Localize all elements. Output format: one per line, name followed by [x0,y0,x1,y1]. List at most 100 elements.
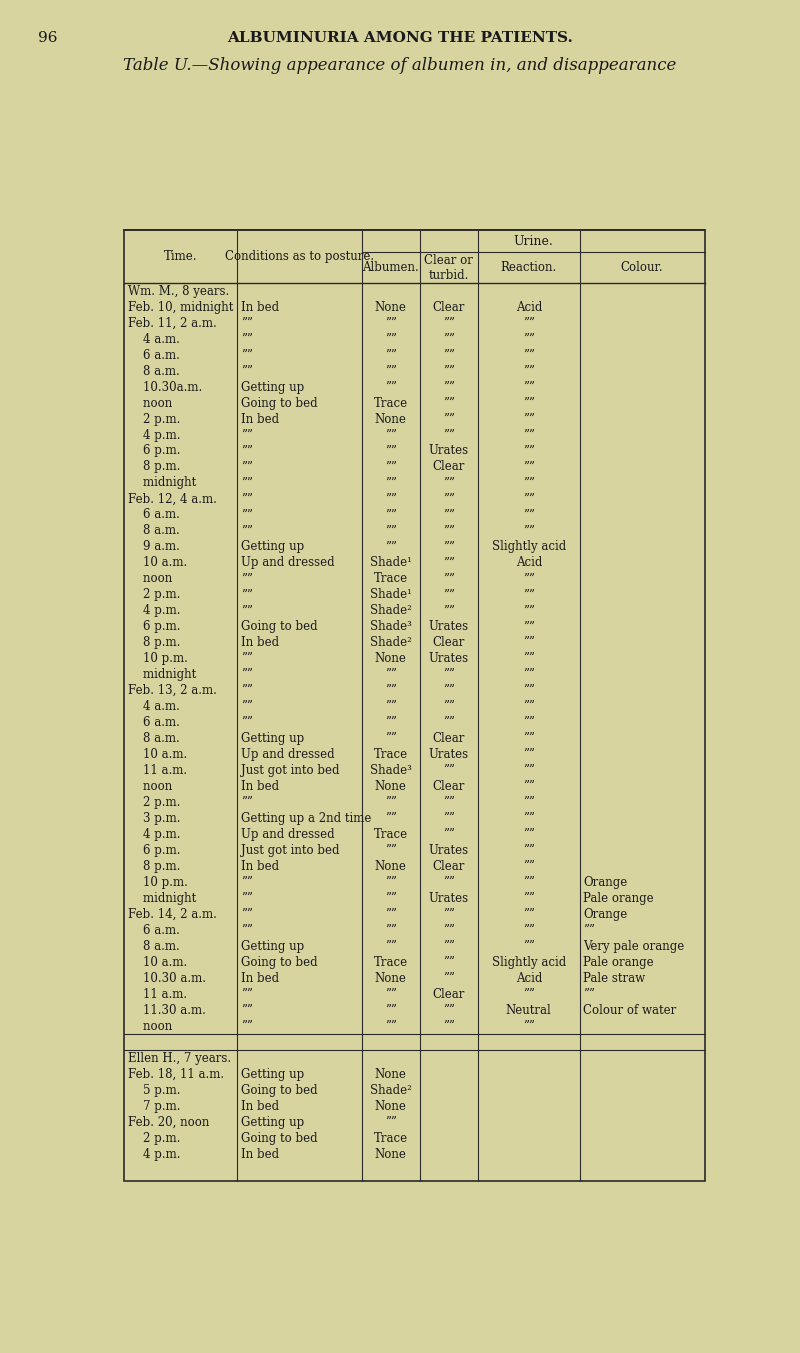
Text: ””: ”” [385,317,397,330]
Text: ””: ”” [522,317,534,330]
Text: ””: ”” [443,605,455,617]
Text: In bed: In bed [241,636,279,649]
Text: ””: ”” [385,940,397,953]
Text: 8 p.m.: 8 p.m. [128,861,180,873]
Text: Going to bed: Going to bed [241,620,318,633]
Text: None: None [375,1068,406,1081]
Text: 2 p.m.: 2 p.m. [128,413,180,426]
Text: Acid: Acid [515,556,542,570]
Text: ””: ”” [241,908,253,921]
Text: 10 p.m.: 10 p.m. [128,875,188,889]
Text: Getting up: Getting up [241,380,305,394]
Text: ””: ”” [385,509,397,521]
Text: 8 p.m.: 8 p.m. [128,636,180,649]
Text: ””: ”” [241,333,253,345]
Text: noon: noon [128,781,172,793]
Text: Ellen H., 7 years.: Ellen H., 7 years. [128,1051,231,1065]
Text: 8 a.m.: 8 a.m. [128,732,180,746]
Text: ””: ”” [522,748,534,762]
Text: ””: ”” [385,796,397,809]
Text: Trace: Trace [374,572,408,586]
Text: ””: ”” [443,364,455,377]
Text: ””: ”” [443,940,455,953]
Text: Feb. 12, 4 a.m.: Feb. 12, 4 a.m. [128,492,217,506]
Text: ””: ”” [241,988,253,1001]
Text: Table U.—Showing appearance of albumen in, and disappearance: Table U.—Showing appearance of albumen i… [123,57,677,74]
Text: noon: noon [128,1020,172,1032]
Text: ””: ”” [522,333,534,345]
Text: Trace: Trace [374,1131,408,1145]
Text: Clear or
turbid.: Clear or turbid. [425,253,474,281]
Text: ””: ”” [443,668,455,681]
Text: ””: ”” [443,1004,455,1016]
Text: Wm. M., 8 years.: Wm. M., 8 years. [128,284,229,298]
Text: ””: ”” [522,812,534,825]
Text: Shade³: Shade³ [370,764,412,777]
Text: Shade²: Shade² [370,1084,412,1097]
Text: ””: ”” [522,716,534,729]
Text: midnight: midnight [128,476,196,490]
Text: Conditions as to posture.: Conditions as to posture. [225,250,374,262]
Text: 5 p.m.: 5 p.m. [128,1084,181,1097]
Text: ””: ”” [443,349,455,361]
Text: ””: ”” [241,700,253,713]
Text: Shade²: Shade² [370,636,412,649]
Text: Urine.: Urine. [514,234,553,248]
Text: midnight: midnight [128,668,196,681]
Text: ””: ”” [522,429,534,441]
Text: 6 a.m.: 6 a.m. [128,924,180,936]
Text: 10 a.m.: 10 a.m. [128,556,187,570]
Text: ””: ”” [522,892,534,905]
Text: ””: ”” [443,396,455,410]
Text: Shade¹: Shade¹ [370,589,412,601]
Text: In bed: In bed [241,300,279,314]
Text: 10.30 a.m.: 10.30 a.m. [128,971,206,985]
Text: ””: ”” [241,685,253,697]
Text: In bed: In bed [241,971,279,985]
Text: 8 a.m.: 8 a.m. [128,940,180,953]
Text: 11 a.m.: 11 a.m. [128,988,187,1001]
Text: ””: ”” [241,429,253,441]
Text: ””: ”” [385,924,397,936]
Text: In bed: In bed [241,1100,279,1112]
Text: ””: ”” [522,589,534,601]
Text: Pale straw: Pale straw [583,971,646,985]
Text: ””: ”” [522,685,534,697]
Text: Reaction.: Reaction. [501,261,557,275]
Text: ””: ”” [522,1020,534,1032]
Text: Just got into bed: Just got into bed [241,844,340,856]
Text: ””: ”” [385,685,397,697]
Text: None: None [375,861,406,873]
Text: ””: ”” [241,716,253,729]
Text: None: None [375,1147,406,1161]
Text: Just got into bed: Just got into bed [241,764,340,777]
Text: ””: ”” [241,460,253,474]
Text: ””: ”” [443,492,455,506]
Text: 10.30a.m.: 10.30a.m. [128,380,202,394]
Text: Getting up: Getting up [241,732,305,746]
Text: Very pale orange: Very pale orange [583,940,685,953]
Text: ””: ”” [385,844,397,856]
Text: Neutral: Neutral [506,1004,552,1016]
Text: Feb. 20, noon: Feb. 20, noon [128,1116,210,1128]
Text: Albumen.: Albumen. [362,261,419,275]
Text: ””: ”” [522,764,534,777]
Text: ””: ”” [443,716,455,729]
Text: ””: ”” [522,908,534,921]
Text: ””: ”” [522,652,534,666]
Text: ””: ”” [385,460,397,474]
Text: ””: ”” [241,924,253,936]
Text: Slightly acid: Slightly acid [492,955,566,969]
Text: ””: ”” [385,492,397,506]
Text: ””: ”” [241,1020,253,1032]
Text: ””: ”” [385,892,397,905]
Text: ””: ”” [443,380,455,394]
Text: ””: ”” [522,476,534,490]
Text: ””: ”” [241,525,253,537]
Text: ””: ”” [241,445,253,457]
Text: ””: ”” [385,364,397,377]
Text: Clear: Clear [433,988,465,1001]
Text: 3 p.m.: 3 p.m. [128,812,181,825]
Text: 6 p.m.: 6 p.m. [128,445,181,457]
Text: 8 a.m.: 8 a.m. [128,525,180,537]
